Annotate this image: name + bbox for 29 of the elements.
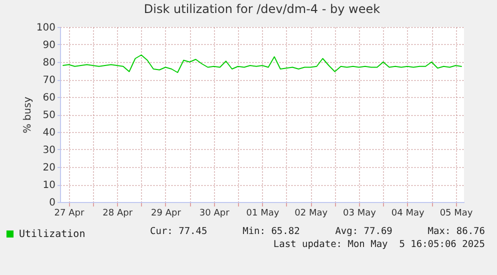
- text: Avg: 77.69: [335, 226, 392, 237]
- y-tick-label: 100: [36, 22, 56, 34]
- x-tick-label: 04 May: [391, 208, 426, 218]
- x-tick-label: 03 May: [343, 208, 377, 218]
- y-tick-label: 80: [42, 58, 56, 68]
- x-tick-label: 01 May: [246, 208, 280, 218]
- y-tick-label: 50: [42, 110, 56, 121]
- y-tick-label: 0: [49, 198, 56, 208]
- y-tick-label: 90: [42, 40, 56, 51]
- y-tick-label: 30: [42, 145, 56, 156]
- text: Last update: Mon May 5 16:05:06 2025: [272, 239, 485, 250]
- text: Max: 86.76: [428, 226, 485, 237]
- x-tick-label: 02 May: [294, 208, 328, 218]
- legend-label: Utilization: [19, 229, 86, 240]
- x-tick-label: 29 Apr: [151, 208, 182, 218]
- chart-title: Disk utilization for /dev/dm-4 - by week: [144, 2, 380, 16]
- y-tick-label: 20: [42, 162, 56, 174]
- y-tick-label: 10: [42, 180, 56, 191]
- x-tick-label: 30 Apr: [199, 208, 230, 218]
- x-tick-label: 28 Apr: [102, 208, 133, 218]
- y-tick-label: 40: [42, 128, 56, 138]
- y-tick-label: 60: [42, 92, 56, 104]
- y-tick-label: 70: [42, 75, 56, 86]
- line-series: [62, 54, 462, 73]
- x-tick-label: 27 Apr: [54, 208, 84, 218]
- x-tick-label: 05 May: [440, 208, 474, 218]
- y-axis-title: % busy: [22, 96, 34, 134]
- text: Cur: 77.45: [150, 226, 208, 237]
- text: Min: 65.82: [242, 226, 300, 237]
